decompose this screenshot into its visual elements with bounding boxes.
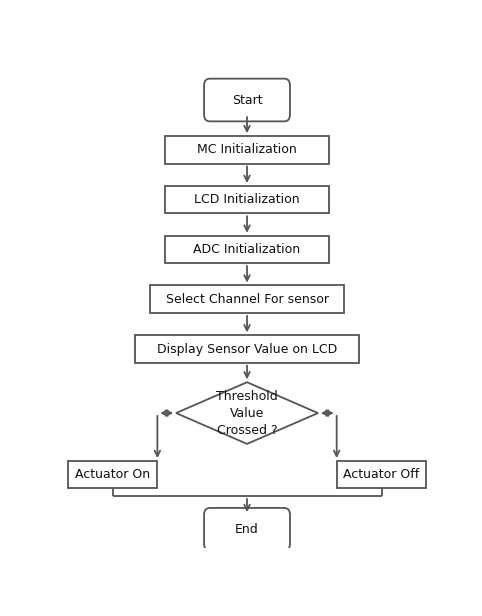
Bar	[165, 236, 329, 263]
FancyBboxPatch shape	[204, 79, 290, 121]
Bar	[165, 186, 329, 213]
Text: End: End	[235, 523, 259, 536]
Text: Actuator Off: Actuator Off	[343, 468, 420, 481]
Text: Display Sensor Value on LCD: Display Sensor Value on LCD	[157, 342, 337, 355]
Text: Select Channel For sensor: Select Channel For sensor	[165, 293, 329, 306]
Text: Threshold
Value
Crossed ?: Threshold Value Crossed ?	[216, 389, 278, 437]
Bar	[165, 136, 329, 164]
Bar	[336, 461, 427, 488]
Bar	[135, 335, 359, 363]
Text: Start: Start	[232, 94, 262, 107]
Text: MC Initialization: MC Initialization	[197, 144, 297, 156]
Text: LCD Initialization: LCD Initialization	[194, 193, 300, 206]
Text: ADC Initialization: ADC Initialization	[193, 243, 301, 256]
FancyBboxPatch shape	[204, 508, 290, 551]
Bar	[150, 285, 344, 313]
Bar	[67, 461, 157, 488]
Polygon shape	[176, 382, 318, 444]
Text: Actuator On: Actuator On	[75, 468, 150, 481]
